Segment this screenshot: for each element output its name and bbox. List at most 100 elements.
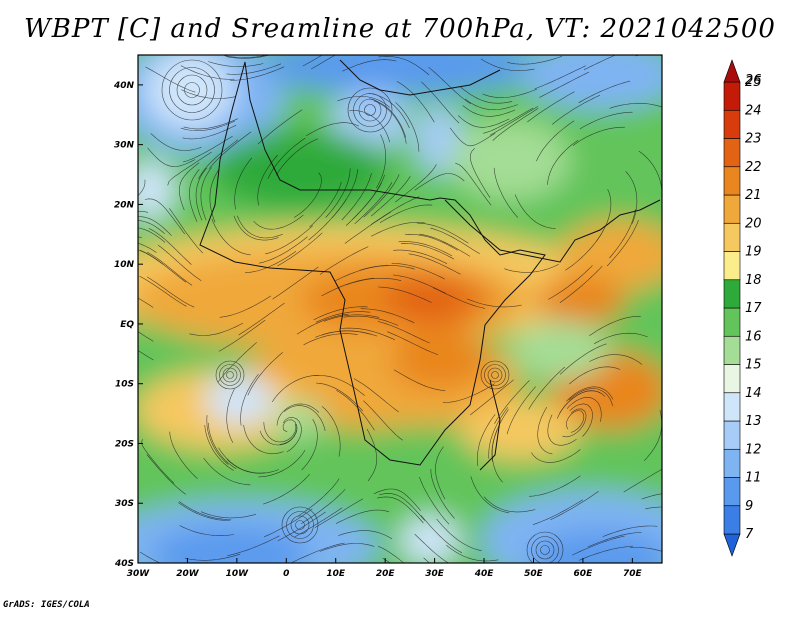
- streamline: [144, 198, 186, 235]
- streamline: [552, 95, 601, 125]
- streamline: [529, 475, 581, 497]
- vortex-ring: [540, 545, 550, 555]
- streamline: [263, 508, 313, 538]
- streamline: [226, 459, 279, 474]
- streamline: [138, 297, 154, 308]
- streamline: [302, 55, 323, 67]
- vortex-ring: [526, 531, 564, 563]
- streamline: [230, 66, 285, 81]
- lon-tick-label: 0: [283, 569, 289, 579]
- lon-tick-label: 20E: [376, 569, 396, 579]
- streamline: [219, 295, 272, 318]
- streamline: [178, 502, 231, 521]
- streamline: [466, 298, 522, 308]
- colorbar-swatch: [723, 307, 741, 337]
- streamline: [227, 535, 280, 556]
- latitude-axis: 40N 30N 20N 10N EQ 10S 20S 30S 40S: [113, 81, 143, 569]
- streamline: [514, 194, 556, 229]
- colorbar-swatch: [723, 194, 741, 224]
- streamline: [294, 507, 343, 538]
- streamline: [569, 366, 621, 385]
- streamline: [589, 316, 641, 337]
- streamline: [566, 386, 614, 402]
- vortex-ring: [169, 67, 215, 113]
- streamline: [393, 249, 448, 264]
- streamline: [226, 63, 282, 75]
- streamline: [536, 120, 575, 162]
- streamline: [276, 138, 318, 176]
- streamline: [537, 406, 553, 455]
- streamline: [208, 61, 264, 67]
- streamline: [378, 286, 432, 303]
- colorbar-label: 24: [745, 103, 762, 118]
- colorbar-swatch: [723, 222, 741, 252]
- streamline: [366, 428, 378, 482]
- streamline: [379, 493, 426, 521]
- streamline: [319, 246, 369, 275]
- streamline: [257, 109, 303, 145]
- streamline: [203, 457, 251, 486]
- streamline: [148, 228, 192, 265]
- streamline: [488, 407, 509, 459]
- longitude-axis: 30W 20W 10W 0 10E 20E 30E 40E 50E 60E 70E: [127, 558, 643, 579]
- lat-tick-label: EQ: [120, 320, 134, 330]
- streamline: [623, 468, 662, 493]
- streamline: [146, 251, 193, 286]
- vortex-ring: [286, 511, 314, 539]
- streamline: [419, 233, 471, 257]
- streamline: [569, 403, 593, 437]
- colorbar-label: 25: [745, 75, 762, 90]
- streamline: [531, 449, 581, 463]
- streamline: [387, 331, 439, 356]
- streamline: [404, 233, 458, 251]
- lon-tick-label: 30W: [127, 569, 151, 579]
- streamline: [492, 108, 539, 141]
- colorbar-swatch: [723, 251, 741, 281]
- streamline: [430, 468, 455, 519]
- streamline: [565, 229, 604, 271]
- streamline: [265, 225, 314, 255]
- streamline: [157, 244, 202, 281]
- streamline: [609, 209, 636, 259]
- colorbar-label: 21: [745, 188, 762, 203]
- streamline: [225, 55, 271, 59]
- streamline: [233, 215, 279, 241]
- colorbar-label: 20: [745, 216, 762, 231]
- streamline: [297, 478, 340, 517]
- streamline: [243, 424, 284, 455]
- streamline: [359, 265, 415, 271]
- streamline: [396, 81, 435, 123]
- streamline: [354, 182, 393, 225]
- vortex-ring: [176, 74, 208, 106]
- streamline: [296, 313, 349, 335]
- vortex-ring: [281, 506, 319, 544]
- streamline: [138, 211, 149, 213]
- streamline: [340, 327, 396, 341]
- lat-tick-label: 30S: [115, 499, 134, 509]
- streamline: [179, 501, 232, 520]
- streamline: [630, 547, 662, 552]
- streamline: [480, 58, 535, 71]
- streamline: [237, 215, 283, 239]
- streamline: [325, 168, 351, 218]
- streamline: [145, 66, 196, 93]
- vortex-ring: [364, 104, 376, 116]
- streamline: [195, 167, 207, 221]
- streamline: [462, 105, 516, 117]
- vortex-ring: [535, 540, 555, 560]
- streamline: [271, 375, 319, 403]
- streamline: [391, 263, 446, 280]
- vortex-ring: [219, 364, 241, 386]
- streamline: [435, 446, 446, 500]
- streamline: [218, 319, 266, 352]
- streamline: [138, 179, 146, 196]
- streamline: [578, 545, 633, 561]
- streamline: [321, 406, 341, 457]
- lon-tick-label: 70E: [623, 569, 643, 579]
- streamline: [323, 314, 380, 322]
- streamline: [303, 333, 358, 346]
- streamline: [138, 350, 154, 361]
- streamline: [294, 172, 322, 218]
- streamline: [594, 332, 648, 344]
